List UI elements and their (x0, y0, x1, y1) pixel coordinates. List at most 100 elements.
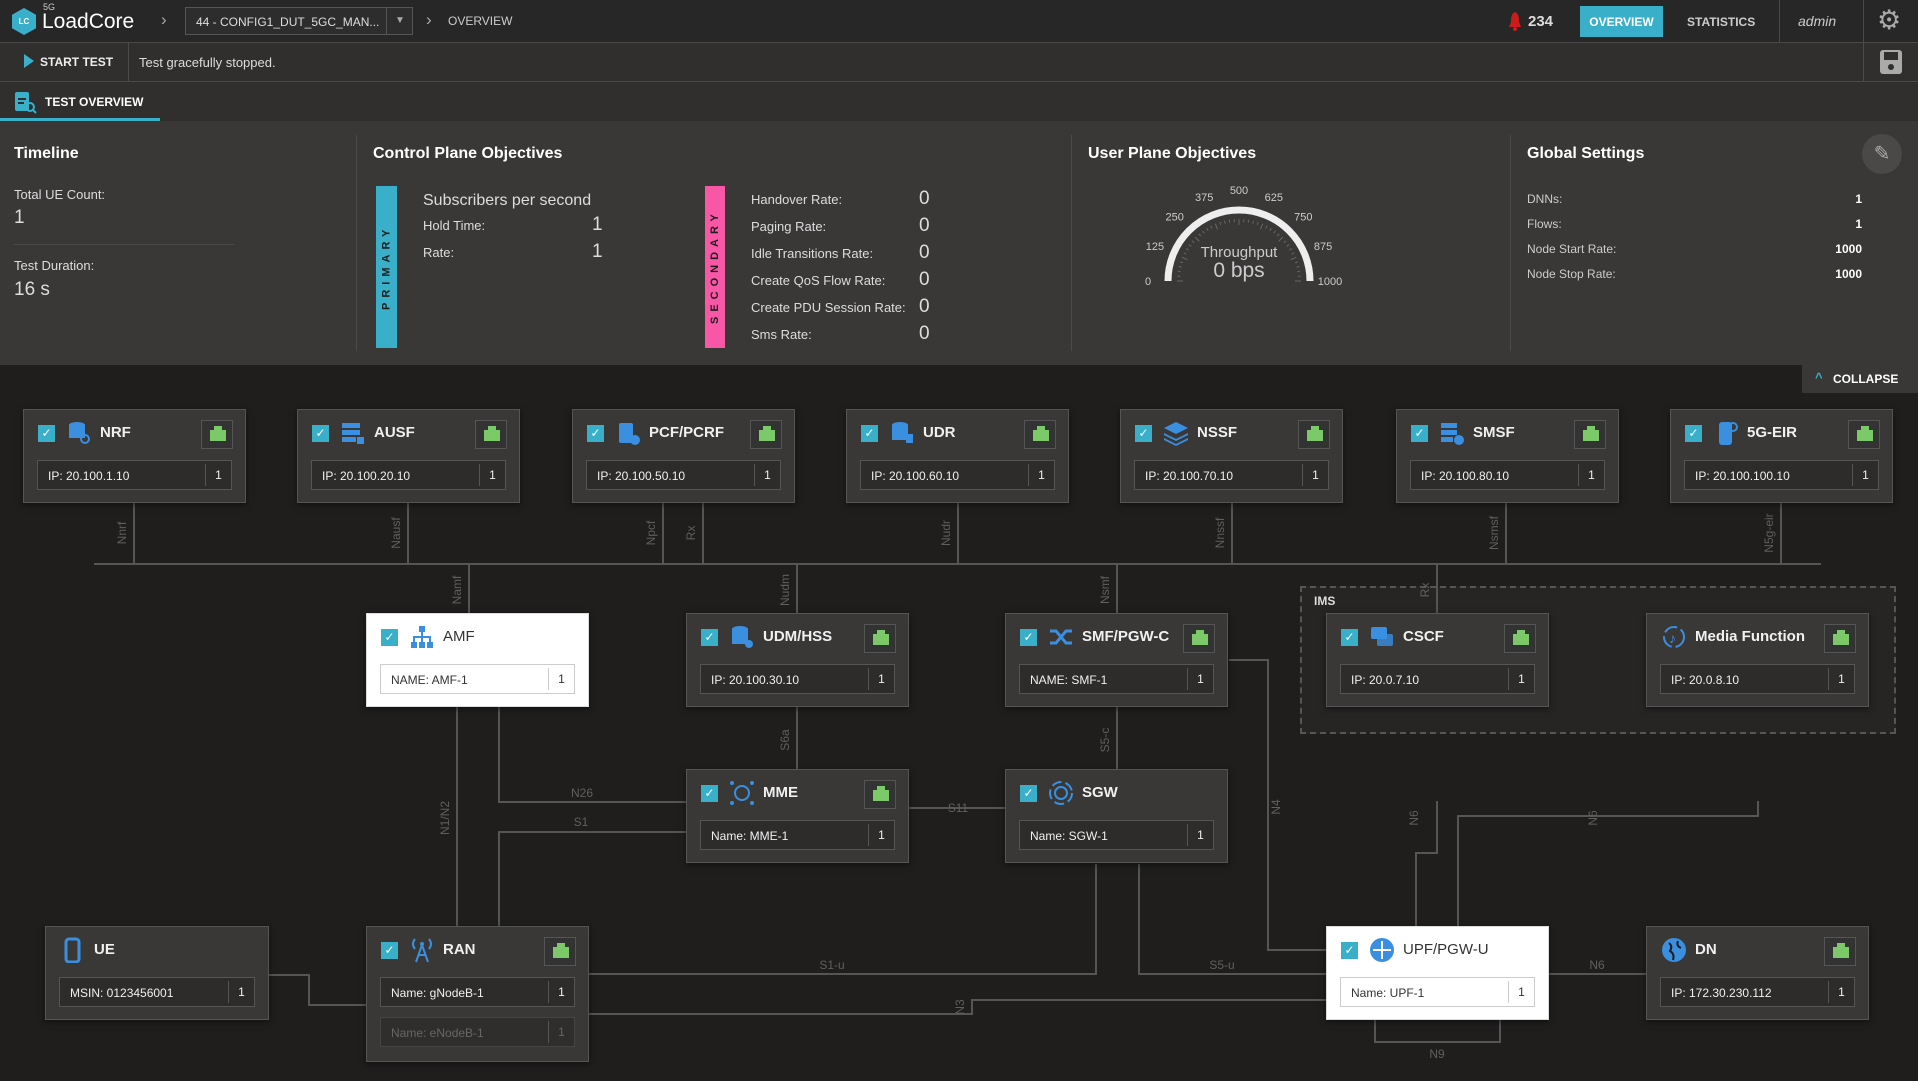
node-field[interactable]: NAME: SMF-1 1 (1019, 664, 1214, 694)
node-udr[interactable]: ✓ UDR IP: 20.100.60.10 1 (846, 409, 1069, 503)
node-field-count[interactable]: 1 (1028, 464, 1054, 486)
ethernet-button[interactable] (1504, 624, 1536, 653)
node-checkbox[interactable]: ✓ (381, 942, 398, 959)
edit-button[interactable]: ✎ (1862, 134, 1902, 174)
node-amf[interactable]: ✓ AMF NAME: AMF-1 1 (366, 613, 589, 707)
node-field[interactable]: IP: 20.0.7.10 1 (1340, 664, 1535, 694)
ethernet-button[interactable] (1848, 420, 1880, 449)
node-pcf[interactable]: ✓ PCF/PCRF IP: 20.100.50.10 1 (572, 409, 795, 503)
node-field-count[interactable]: 1 (868, 668, 894, 690)
ethernet-button[interactable] (1574, 420, 1606, 449)
ethernet-button[interactable] (864, 624, 896, 653)
node-field[interactable]: Name: eNodeB-1 1 (380, 1017, 575, 1047)
node-checkbox[interactable]: ✓ (38, 425, 55, 442)
node-checkbox[interactable]: ✓ (701, 629, 718, 646)
node-field[interactable]: Name: MME-1 1 (700, 820, 895, 850)
node-media[interactable]: ♪ Media Function IP: 20.0.8.10 1 (1646, 613, 1869, 707)
node-checkbox[interactable]: ✓ (312, 425, 329, 442)
gear-icon[interactable]: ⚙ (1877, 5, 1902, 35)
node-field[interactable]: IP: 20.100.30.10 1 (700, 664, 895, 694)
node-ausf[interactable]: ✓ AUSF IP: 20.100.20.10 1 (297, 409, 520, 503)
node-field[interactable]: NAME: AMF-1 1 (380, 664, 575, 694)
ethernet-button[interactable] (750, 420, 782, 449)
node-field[interactable]: MSIN: 0123456001 1 (59, 977, 255, 1007)
link-line (269, 974, 366, 1006)
node-field-count[interactable]: 1 (1508, 981, 1534, 1003)
node-checkbox[interactable]: ✓ (861, 425, 878, 442)
node-field[interactable]: IP: 20.100.80.10 1 (1410, 460, 1605, 490)
node-field-count[interactable]: 1 (1828, 668, 1854, 690)
node-field[interactable]: IP: 20.100.50.10 1 (586, 460, 781, 490)
save-icon[interactable] (1879, 49, 1903, 75)
config-selector[interactable]: 44 - CONFIG1_DUT_5GC_MAN... ▼ (185, 7, 413, 35)
node-field[interactable]: IP: 20.100.100.10 1 (1684, 460, 1879, 490)
node-smsf[interactable]: ✓ SMSF IP: 20.100.80.10 1 (1396, 409, 1619, 503)
node-field-count[interactable]: 1 (205, 464, 231, 486)
bell-icon[interactable] (1506, 10, 1524, 32)
collapse-button[interactable]: ^ COLLAPSE (1802, 365, 1918, 393)
node-field-count[interactable]: 1 (1187, 824, 1213, 846)
node-checkbox[interactable]: ✓ (1685, 425, 1702, 442)
node-field-count[interactable]: 1 (754, 464, 780, 486)
ethernet-button[interactable] (1824, 937, 1856, 966)
node-field[interactable]: Name: UPF-1 1 (1340, 977, 1535, 1007)
node-ue[interactable]: UE MSIN: 0123456001 1 (45, 926, 269, 1020)
node-nrf[interactable]: ✓ NRF IP: 20.100.1.10 1 (23, 409, 246, 503)
chevron-down-icon[interactable]: ▼ (386, 8, 413, 34)
node-field[interactable]: Name: gNodeB-1 1 (380, 977, 575, 1007)
node-udm[interactable]: ✓ UDM/HSS IP: 20.100.30.10 1 (686, 613, 909, 707)
node-field[interactable]: IP: 20.100.60.10 1 (860, 460, 1055, 490)
node-ran[interactable]: ✓ RAN Name: gNodeB-1 1 Name: eNodeB-1 1 (366, 926, 589, 1062)
ethernet-button[interactable] (864, 780, 896, 809)
node-field-count[interactable]: 1 (1187, 668, 1213, 690)
tab-statistics[interactable]: STATISTICS (1687, 15, 1756, 29)
node-field-count[interactable]: 1 (1508, 668, 1534, 690)
node-field-count[interactable]: 1 (1302, 464, 1328, 486)
node-field-count[interactable]: 1 (1578, 464, 1604, 486)
node-cscf[interactable]: ✓ CSCF IP: 20.0.7.10 1 (1326, 613, 1549, 707)
node-eir[interactable]: ✓ 5G-EIR IP: 20.100.100.10 1 (1670, 409, 1893, 503)
node-checkbox[interactable]: ✓ (1341, 629, 1358, 646)
node-field[interactable]: IP: 20.100.20.10 1 (311, 460, 506, 490)
node-field-count[interactable]: 1 (548, 668, 574, 690)
node-checkbox[interactable]: ✓ (1341, 942, 1358, 959)
node-sgw[interactable]: ✓ SGW Name: SGW-1 1 (1005, 769, 1228, 863)
tab-overview[interactable]: OVERVIEW (1580, 6, 1663, 37)
ethernet-button[interactable] (1298, 420, 1330, 449)
node-dn[interactable]: DN IP: 172.30.230.112 1 (1646, 926, 1869, 1020)
node-field-count[interactable]: 1 (548, 1021, 574, 1043)
user-menu[interactable]: admin (1798, 13, 1837, 29)
node-smf[interactable]: ✓ SMF/PGW-C NAME: SMF-1 1 (1005, 613, 1228, 707)
node-mme[interactable]: ✓ MME Name: MME-1 1 (686, 769, 909, 863)
node-field-count[interactable]: 1 (868, 824, 894, 846)
node-field-count[interactable]: 1 (1828, 981, 1854, 1003)
node-checkbox[interactable]: ✓ (1411, 425, 1428, 442)
ethernet-button[interactable] (201, 420, 233, 449)
node-checkbox[interactable]: ✓ (381, 629, 398, 646)
ethernet-button[interactable] (1183, 624, 1215, 653)
ethernet-button[interactable] (1024, 420, 1056, 449)
app-name[interactable]: LoadCore (42, 10, 135, 33)
node-field[interactable]: IP: 20.0.8.10 1 (1660, 664, 1855, 694)
node-upf[interactable]: ✓ UPF/PGW-U Name: UPF-1 1 (1326, 926, 1549, 1020)
node-checkbox[interactable]: ✓ (1135, 425, 1152, 442)
node-field-count[interactable]: 1 (548, 981, 574, 1003)
alert-count[interactable]: 234 (1528, 13, 1554, 30)
node-checkbox[interactable]: ✓ (1020, 629, 1037, 646)
ethernet-button[interactable] (1824, 624, 1856, 653)
tab-test-overview[interactable]: TEST OVERVIEW (0, 82, 160, 121)
node-field[interactable]: IP: 172.30.230.112 1 (1660, 977, 1855, 1007)
node-checkbox[interactable]: ✓ (701, 785, 718, 802)
node-nssf[interactable]: ✓ NSSF IP: 20.100.70.10 1 (1120, 409, 1343, 503)
node-field[interactable]: IP: 20.100.1.10 1 (37, 460, 232, 490)
ethernet-button[interactable] (544, 937, 576, 966)
node-checkbox[interactable]: ✓ (1020, 785, 1037, 802)
start-test-button[interactable]: START TEST (0, 43, 128, 81)
node-field-count[interactable]: 1 (1852, 464, 1878, 486)
node-field[interactable]: IP: 20.100.70.10 1 (1134, 460, 1329, 490)
node-field[interactable]: Name: SGW-1 1 (1019, 820, 1214, 850)
node-field-count[interactable]: 1 (228, 981, 254, 1003)
ethernet-button[interactable] (475, 420, 507, 449)
node-field-count[interactable]: 1 (479, 464, 505, 486)
node-checkbox[interactable]: ✓ (587, 425, 604, 442)
